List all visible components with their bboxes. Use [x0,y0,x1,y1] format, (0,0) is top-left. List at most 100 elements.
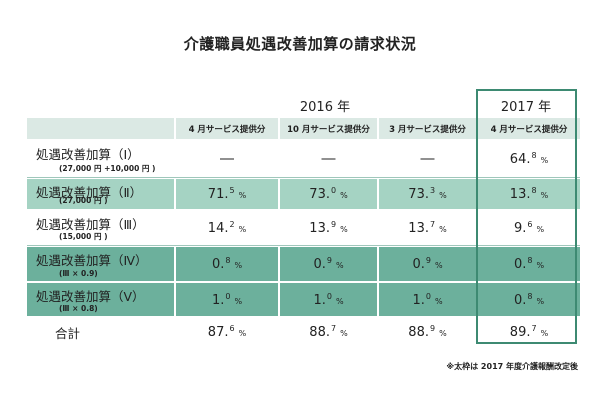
value-cell: 1.0% [176,283,278,316]
value-decimal: 8 [527,256,533,265]
header-separator [278,118,280,139]
row-separator [174,247,176,281]
row-divider [27,245,580,246]
data-label: 89.7% [510,324,548,340]
year-label-2017: 2017 年 [500,100,552,115]
value-unit: % [434,261,443,270]
row-separator [174,283,176,316]
value-integer: 1. [412,292,425,308]
value-unit: % [238,191,247,200]
column-header-row: 4 月サービス提供分 10 月サービス提供分 3 月サービス提供分 4 月サービ… [27,118,580,139]
value-unit: % [536,225,545,234]
data-label: 88.7% [309,324,347,340]
value-integer: 13. [309,221,330,236]
value-cell: 88.7% [280,318,377,346]
value-integer: 0. [513,292,527,308]
value-decimal: 7 [330,324,337,333]
data-label: 0.8% [212,256,242,272]
chart-title: 介護職員処遇改善加算の請求状況 [183,35,417,53]
footnote: ※太枠は 2017 年度介護報酬改定後 [446,362,578,371]
data-label: 9.6% [514,220,544,236]
value-cell: 64.8% [478,141,580,177]
column-header-2016-apr: 4 月サービス提供分 [188,124,266,135]
value-decimal: 0 [225,291,231,301]
row-sublabel: (27,000 円 +10,000 円 ) [59,164,156,173]
value-unit: % [536,296,545,306]
value-decimal: 9 [425,256,431,265]
value-unit: % [340,191,348,200]
row-sublabel: (27,000 円 ) [59,196,108,205]
value-cell: 0.8% [176,247,278,281]
year-label-2016: 2016 年 [299,100,351,115]
value-decimal: 2 [229,220,235,229]
value-integer: 87. [207,325,229,340]
value-cell: ― [176,141,278,177]
value-unit: % [439,329,447,338]
value-decimal: 7 [531,324,537,333]
row-sublabel: (Ⅲ × 0.8) [59,304,98,313]
value-integer: 1. [211,292,225,308]
value-cell: 73.0% [280,179,377,209]
row-separator [377,179,379,209]
data-label: 0.9% [313,256,343,272]
value-cell: 89.7% [478,318,580,346]
value-cell: 0.9% [280,247,377,281]
row-separator [174,179,176,209]
value-decimal: 5 [229,186,235,195]
value-integer: 13. [509,187,531,202]
value-unit: % [340,225,348,234]
value-decimal: 8 [527,291,533,301]
value-unit: % [234,261,243,270]
value-unit: % [434,296,443,306]
value-cell: 0.8% [478,283,580,316]
data-label: 14.2% [208,220,246,236]
value-decimal: 9 [326,256,332,265]
value-decimal: 7 [429,220,436,229]
value-unit: % [439,225,447,234]
value-decimal: 9 [330,220,337,229]
value-unit: % [335,261,344,270]
value-cell: 0.9% [379,247,476,281]
column-header-2016-mar: 3 月サービス提供分 [389,124,466,135]
empty-dash: ― [220,151,234,167]
value-cell: 14.2% [176,211,278,245]
row-label: 処遇改善加算（Ⅴ） [36,289,145,304]
value-cell: 88.9% [379,318,476,346]
value-decimal: 6 [229,324,235,333]
value-unit: % [335,296,344,306]
header-separator [174,118,176,139]
data-label: 73.0% [309,186,347,202]
value-integer: 14. [207,221,229,236]
value-unit: % [238,329,247,338]
data-label: 73.3% [408,186,446,202]
data-label: 13.7% [408,220,446,236]
value-cell: 0.8% [478,247,580,281]
value-unit: % [536,261,545,270]
value-decimal: 3 [429,186,436,195]
value-unit: % [234,296,243,306]
data-label: 88.9% [408,324,446,340]
value-cell: ― [280,141,377,177]
data-label: 13.9% [309,220,347,236]
value-unit: % [540,156,549,165]
row-separator [377,247,379,281]
value-integer: 64. [509,152,531,167]
value-decimal: 6 [527,220,533,229]
value-unit: % [540,191,549,200]
value-cell: 1.0% [280,283,377,316]
value-cell: 73.3% [379,179,476,209]
data-label: 1.0% [313,292,343,308]
value-integer: 1. [313,292,326,308]
data-label: 1.0% [212,292,242,308]
value-unit: % [540,329,549,338]
value-cell: 9.6% [478,211,580,245]
value-integer: 88. [408,325,429,340]
table-row: 合計 87.6% 88.7% 88.9% 89.7% [27,318,580,346]
row-separator [377,283,379,316]
value-integer: 0. [412,257,425,272]
row-separator [278,283,280,316]
table-row: 処遇改善加算（Ⅴ） (Ⅲ × 0.8) 1.0% 1.0% 1.0% 0.8% [27,283,580,316]
value-cell: 87.6% [176,318,278,346]
row-label: 処遇改善加算（Ⅱ） [36,185,143,200]
frame-2017-column [476,89,577,344]
